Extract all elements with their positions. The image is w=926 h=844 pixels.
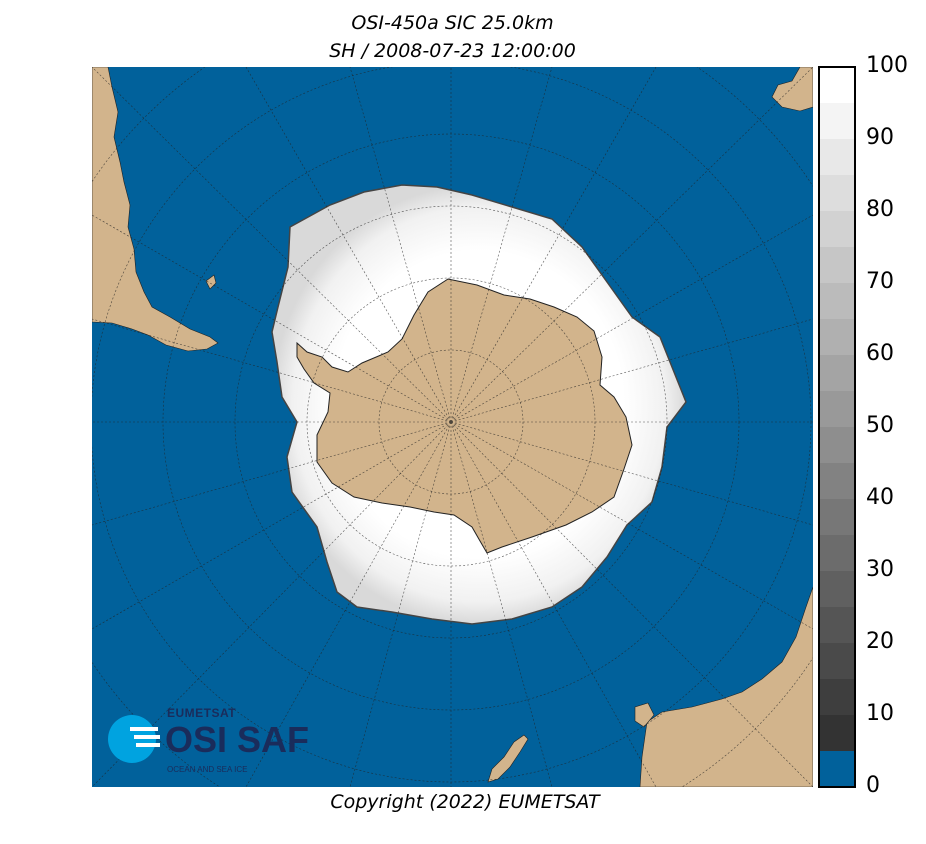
logo-org: EUMETSAT: [167, 706, 237, 720]
logo-name: OSI SAF: [165, 719, 310, 760]
colorbar-segment: [819, 571, 855, 608]
colorbar-segment: [819, 391, 855, 428]
colorbar-segment: [819, 211, 855, 248]
south-georgia-island: [205, 274, 217, 290]
colorbar: [818, 66, 856, 788]
colorbar-segment: [819, 607, 855, 644]
map-title: OSI-450a SIC 25.0km: [351, 12, 554, 34]
graticule-meridians: [92, 67, 813, 787]
colorbar-tick-label: 20: [866, 629, 894, 654]
south-america-landmass: [92, 67, 219, 352]
australia-landmass: [639, 586, 813, 787]
colorbar-segment: [819, 463, 855, 500]
colorbar-tick-label: 10: [866, 701, 894, 726]
colorbar-tick-label: 0: [866, 773, 880, 798]
colorbar-segment: [819, 175, 855, 212]
africa-tip-landmass: [771, 67, 813, 112]
antarctica-landmass: [296, 278, 633, 554]
colorbar-tick-label: 40: [866, 485, 894, 510]
colorbar-segment: [819, 751, 855, 788]
colorbar-segment: [819, 643, 855, 680]
colorbar-tick-label: 80: [866, 197, 894, 222]
colorbar-tick-label: 60: [866, 341, 894, 366]
colorbar-segment: [819, 679, 855, 716]
colorbar-tick-label: 90: [866, 125, 894, 150]
colorbar-segment: [819, 247, 855, 284]
colorbar-tick-label: 70: [866, 269, 894, 294]
colorbar-tick-label: 100: [866, 53, 908, 78]
colorbar-segment: [819, 283, 855, 320]
colorbar-segment: [819, 139, 855, 176]
colorbar-segment: [819, 715, 855, 752]
colorbar-tick-label: 30: [866, 557, 894, 582]
new-zealand-landmass: [487, 734, 529, 783]
logo-subtitle: OCEAN AND SEA ICE: [167, 765, 248, 774]
colorbar-segment: [819, 355, 855, 392]
osisaf-logo-icon: [108, 715, 160, 763]
colorbar-segment: [819, 499, 855, 536]
colorbar-segment: [819, 427, 855, 464]
sea-ice-map: [92, 67, 813, 787]
copyright-text: Copyright (2022) EUMETSAT: [330, 791, 600, 813]
colorbar-segment: [819, 535, 855, 572]
tasmania-island: [634, 702, 655, 728]
colorbar-segment: [819, 319, 855, 356]
colorbar-segment: [819, 103, 855, 140]
map-subtitle: SH / 2008-07-23 12:00:00: [329, 40, 576, 62]
colorbar-tick-label: 50: [866, 413, 894, 438]
colorbar-segment: [819, 67, 855, 104]
